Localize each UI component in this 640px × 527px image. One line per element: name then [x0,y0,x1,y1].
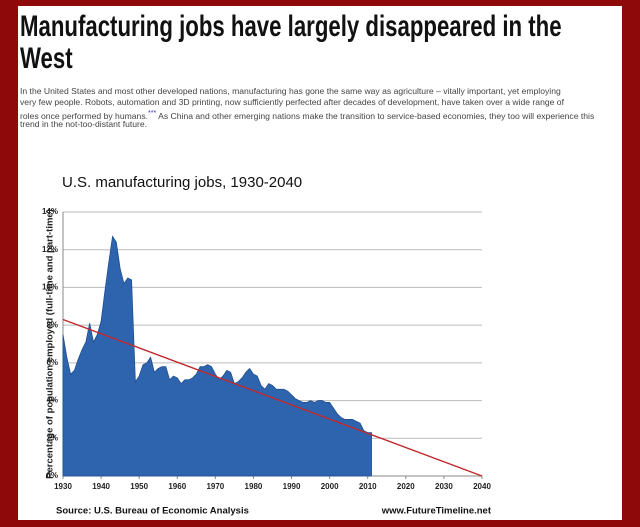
x-tick-label: 1930 [54,482,72,491]
x-tick-label: 2040 [473,482,491,491]
x-tick-label: 1990 [283,482,301,491]
x-tick-label: 1940 [92,482,110,491]
credit: www.FutureTimeline.net [381,506,492,517]
article-title: West [20,42,73,75]
paragraph-text: roles once performed by humans. [20,110,149,121]
source: Source: U.S. Bureau of Economic Analysis [56,506,249,517]
y-tick-label: 2% [46,433,58,442]
footnote-marker[interactable]: *** [148,110,157,117]
x-tick-label: 2020 [397,482,415,491]
y-tick-label: 12% [42,245,58,254]
y-tick-label: 8% [46,320,58,329]
x-tick-label: 1980 [245,482,263,491]
y-tick-label: 6% [46,358,58,367]
y-tick-label: 14% [42,207,58,216]
paragraph-line: In the United States and most other deve… [20,86,561,96]
y-tick-label: 10% [42,283,58,292]
article-title: Manufacturing jobs have largely disappea… [20,10,562,43]
paragraph-line: roles once performed by humans.*** As Ch… [20,108,594,122]
paragraph-line: very few people. Robots, automation and … [20,97,564,107]
y-tick-label: 0% [46,471,58,480]
trend-line [62,318,483,477]
area [62,235,372,477]
chart-title: U.S. manufacturing jobs, 1930-2040 [62,174,302,191]
x-tick-label: 1960 [168,482,186,491]
x-tick-label: 1970 [206,482,224,491]
paragraph-line: trend in the not-too-distant future. [20,119,148,129]
x-tick-label: 2000 [321,482,339,491]
x-tick-label: 2030 [435,482,453,491]
x-tick-label: 2010 [359,482,377,491]
y-tick-label: 4% [46,396,58,405]
paragraph-text: As China and other emerging nations make… [156,110,595,121]
y-axis-label: Percentage of population employed (full-… [45,209,56,479]
x-tick-label: 1950 [130,482,148,491]
